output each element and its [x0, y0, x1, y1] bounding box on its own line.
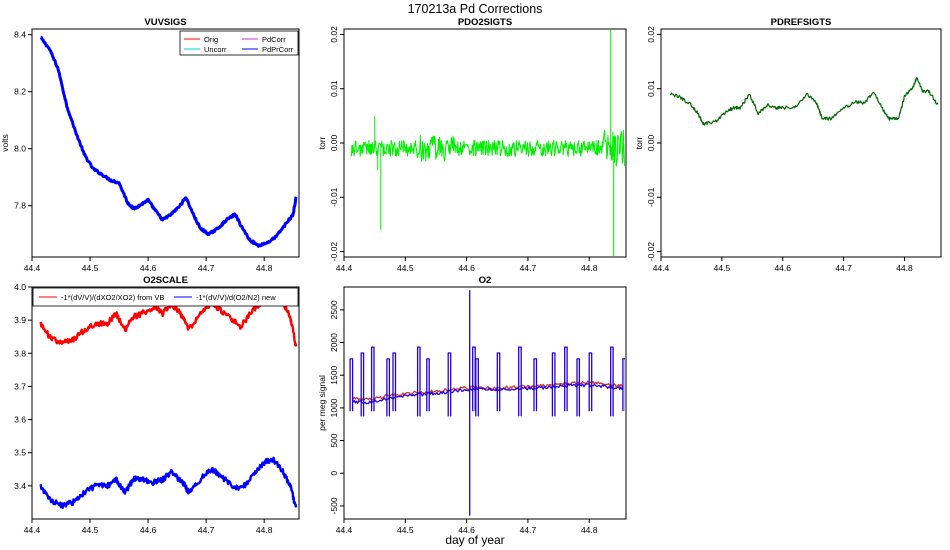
y-tick-label: 3.7: [14, 381, 26, 391]
x-tick-label: 44.8: [256, 525, 273, 535]
x-tick-label: 44.7: [520, 525, 537, 535]
y-tick-label: -500: [329, 497, 339, 514]
x-tick-label: 44.6: [140, 525, 157, 535]
x-tick-label: 44.4: [653, 263, 670, 273]
x-tick-label: 44.5: [82, 525, 99, 535]
plot-frame: [31, 28, 300, 258]
y-tick-label: 3.9: [14, 315, 26, 325]
y-tick-label: 3.4: [14, 481, 26, 491]
panel-title: PDO2SIGTS: [458, 17, 512, 28]
y-tick-label: 3.6: [14, 415, 26, 425]
series-line: [349, 290, 625, 516]
panel-title: O2SCALE: [143, 275, 188, 286]
y-tick-label: 4.0: [14, 282, 26, 292]
panel-title: VUVSIGS: [144, 17, 186, 28]
series-line: [39, 456, 298, 510]
y-tick-label: 0.00: [329, 134, 339, 151]
x-tick-label: 44.8: [256, 263, 273, 273]
x-tick-label: 44.4: [336, 525, 353, 535]
legend-label: PdPrCorr: [262, 45, 294, 54]
legend-label: Uncorr: [204, 45, 227, 54]
figure-title: 170213a Pd Corrections: [408, 2, 543, 16]
panel-vuvsigs: VUVSIGS 44.4 44.5 44.6 44.7 44.8 7.8 8.0 8.2 8.4 v…: [0, 17, 300, 273]
legend-label: PdCorr: [262, 35, 286, 44]
panel-title: O2: [479, 275, 492, 286]
plot-area: [39, 290, 298, 510]
y-tick-label: 0.02: [329, 26, 339, 43]
plot-area: [39, 35, 298, 248]
x-tick-label: 44.6: [774, 263, 791, 273]
legend-box: [179, 30, 299, 56]
y-tick-label: 1500: [329, 366, 339, 385]
y-tick-label: 0: [329, 471, 339, 476]
figure-xlabel: day of year: [445, 533, 504, 547]
y-axis-label: torr: [634, 136, 644, 149]
y-tick-label: 1000: [329, 398, 339, 417]
y-tick-label: 7.8: [14, 201, 26, 211]
y-tick-label: -0.01: [646, 187, 656, 207]
x-tick-label: 44.8: [581, 263, 598, 273]
y-tick-label: 500: [329, 433, 339, 447]
x-tick-label: 44.7: [835, 263, 852, 273]
x-tick-label: 44.8: [581, 525, 598, 535]
legend-label: -1*(dV/V)/(dXO2/XO2) from VB: [61, 293, 164, 302]
panel-o2scale: O2SCALE 44.4 44.5 44.6 44.7 44.8 3.4 3.5 3.6 3.7 3…: [14, 275, 300, 535]
y-tick-label: 8.2: [14, 87, 26, 97]
panel-pdo2sigts: PDO2SIGTS 44.4 44.5 44.6 44.7 44.8 -0.02 -0.01 0…: [317, 17, 627, 273]
x-tick-label: 44.4: [24, 525, 41, 535]
y-tick-label: 0.01: [329, 80, 339, 97]
y-tick-label: 0.00: [646, 134, 656, 151]
x-tick-label: 44.5: [397, 263, 414, 273]
legend-label: -1*(dV/V)/d(O2/N2) new: [196, 293, 276, 302]
y-tick-label: 2000: [329, 333, 339, 352]
plot-area: [669, 77, 939, 126]
y-tick-label: 8.0: [14, 144, 26, 154]
x-tick-label: 44.6: [458, 263, 475, 273]
y-tick-label: -0.02: [646, 242, 656, 262]
plot-frame: [660, 28, 942, 258]
x-tick-label: 44.8: [896, 263, 913, 273]
x-tick-label: 44.7: [198, 263, 215, 273]
x-tick-label: 44.5: [82, 263, 99, 273]
series-line: [39, 35, 298, 248]
plot-frame: [343, 286, 627, 520]
legend-box: [32, 287, 299, 307]
x-tick-label: 44.6: [458, 525, 475, 535]
plot-area: [349, 290, 625, 516]
y-tick-label: 0.02: [646, 26, 656, 43]
series-line: [669, 77, 939, 126]
y-tick-label: 0.01: [646, 80, 656, 97]
x-tick-label: 44.7: [520, 263, 537, 273]
y-tick-label: 8.4: [14, 30, 26, 40]
x-tick-label: 44.5: [714, 263, 731, 273]
legend-label: Orig: [204, 35, 218, 44]
y-axis-label: per meg signal: [317, 375, 327, 431]
series-line: [350, 30, 625, 256]
panel-pdrefsigts: PDREFSIGTS 44.4 44.5 44.6 44.7 44.8 -0.02 -0.01…: [634, 17, 942, 273]
panel-o2: O2 44.4 44.5 44.6 44.7 44.8 -500 0 500 1000 1500 20…: [317, 275, 627, 535]
y-tick-label: 3.8: [14, 348, 26, 358]
panel-title: PDREFSIGTS: [771, 17, 832, 28]
x-tick-label: 44.6: [140, 263, 157, 273]
y-axis-label: torr: [317, 136, 327, 149]
x-tick-label: 44.7: [198, 525, 215, 535]
y-tick-label: -0.02: [329, 242, 339, 262]
x-tick-label: 44.4: [24, 263, 41, 273]
y-tick-label: 3.5: [14, 448, 26, 458]
y-axis-label: volts: [0, 134, 10, 151]
plot-frame: [31, 286, 300, 520]
y-tick-label: 2500: [329, 300, 339, 319]
x-tick-label: 44.4: [336, 263, 353, 273]
y-tick-label: -0.01: [329, 187, 339, 207]
x-tick-label: 44.5: [397, 525, 414, 535]
plot-area: [350, 30, 625, 256]
